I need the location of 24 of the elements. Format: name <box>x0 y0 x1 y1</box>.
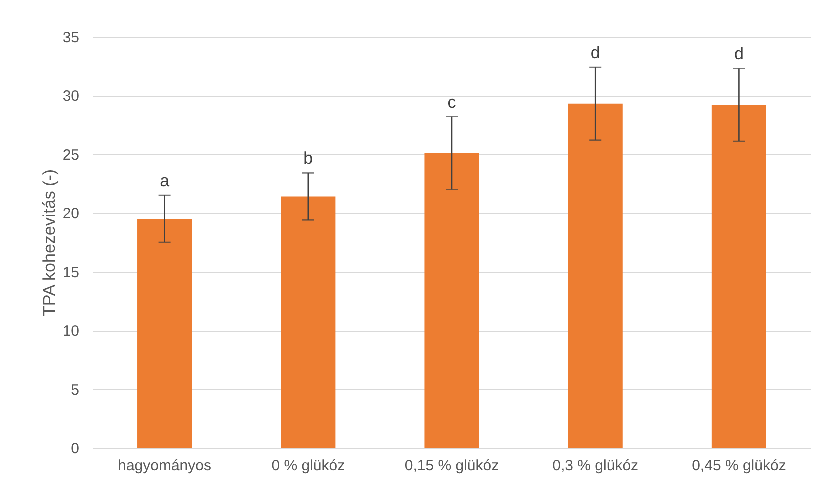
y-tick-label: 10 <box>62 323 80 340</box>
y-tick-label: 35 <box>62 30 80 46</box>
bar <box>138 219 192 448</box>
x-tick-label: 0,3 % glükóz <box>552 458 639 474</box>
y-tick-label: 20 <box>62 206 80 223</box>
bar <box>568 104 623 448</box>
y-tick-label: 25 <box>62 146 80 164</box>
x-tick-label: 0,15 % glükóz <box>404 458 500 474</box>
annotation: d <box>734 44 744 64</box>
y-tick-label: 30 <box>62 88 80 106</box>
x-tick-label: 0 % glükóz <box>272 458 346 474</box>
annotation: a <box>160 172 170 191</box>
bar <box>281 196 336 448</box>
y-tick-label: 5 <box>71 382 80 399</box>
annotation: c <box>448 92 457 112</box>
bar <box>424 153 480 448</box>
y-tick-label: 0 <box>71 440 80 458</box>
annotation: d <box>590 44 600 63</box>
bar <box>712 105 766 448</box>
x-tick-label: hagyományos <box>118 458 212 474</box>
x-tick-label: 0,45 % glükóz <box>692 458 786 474</box>
annotation: b <box>304 149 314 168</box>
y-tick-label: 15 <box>62 264 80 282</box>
y-axis-title: TPA kohezevitás (-) <box>40 169 59 317</box>
